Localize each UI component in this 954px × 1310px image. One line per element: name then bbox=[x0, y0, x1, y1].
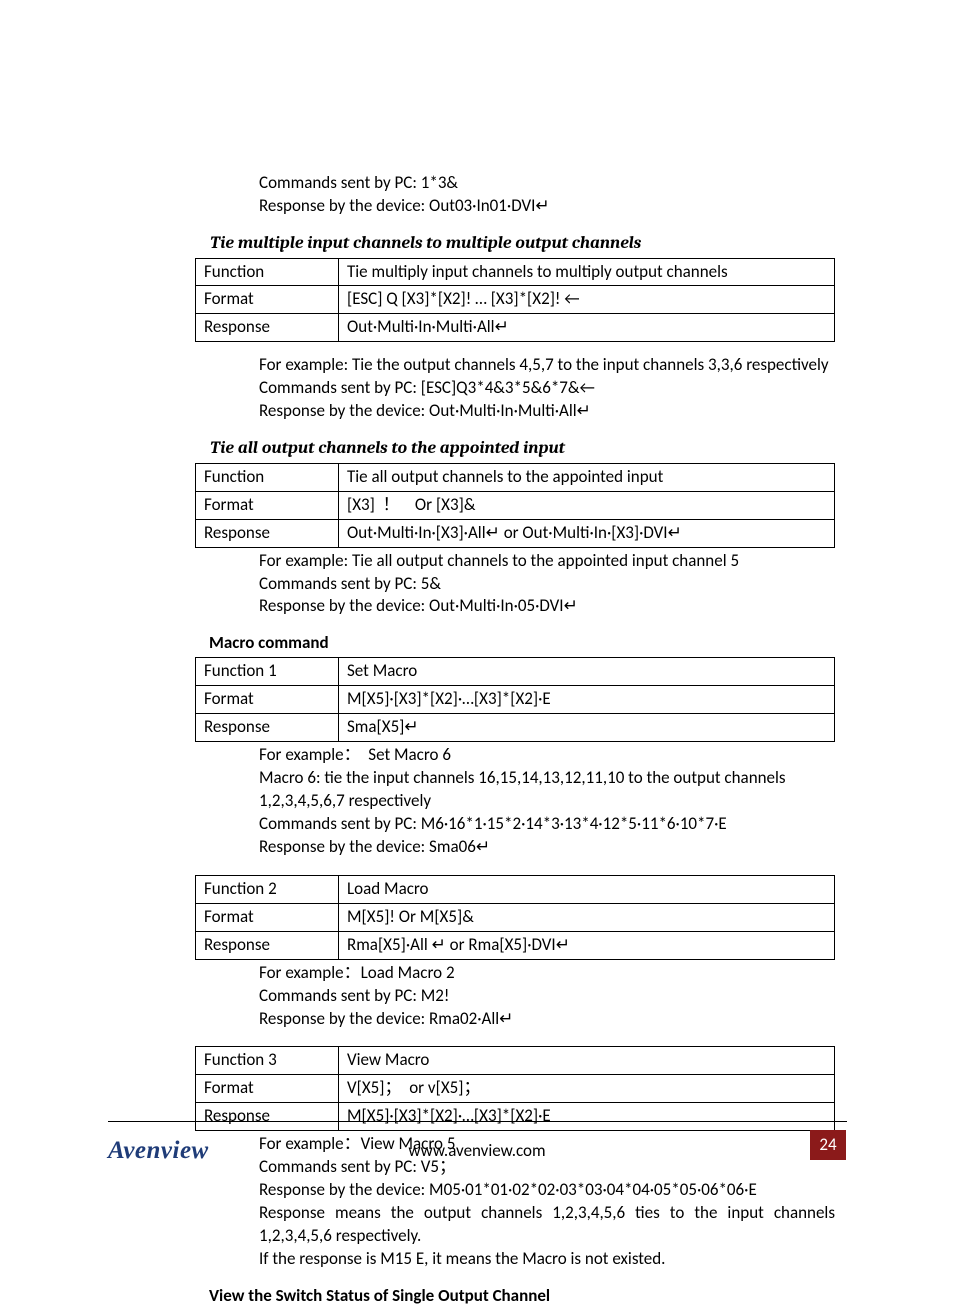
example-line: Response by the device: M05·01*01·02*02·… bbox=[259, 1179, 835, 1202]
table-row: FormatM[X5]! Or M[X5]& bbox=[196, 903, 835, 931]
intro-line-2: Response by the device: Out03·In01·DVI↵ bbox=[259, 195, 835, 218]
example-line: For example：Load Macro 2 bbox=[259, 962, 835, 985]
table-all-out: FunctionTie all output channels to the a… bbox=[195, 463, 835, 548]
cell-key: Format bbox=[196, 491, 339, 519]
example-block-s2: For example: Tie all output channels to … bbox=[259, 550, 835, 619]
example-line: For example: Tie all output channels to … bbox=[259, 550, 835, 573]
example-line: Commands sent by PC: M6·16*1·15*2·14*3·1… bbox=[259, 813, 835, 836]
table-row: ResponseOut·Multi·In·Multi·All↵ bbox=[196, 314, 835, 342]
table-row: ResponseM[X5]·[X3]*[X2]·…[X3]*[X2]·E bbox=[196, 1103, 835, 1131]
cell-val: Load Macro bbox=[339, 875, 835, 903]
cell-key: Function bbox=[196, 463, 339, 491]
table-row: ResponseSma[X5]↵ bbox=[196, 714, 835, 742]
example-line: Response by the device: Sma06↵ bbox=[259, 836, 835, 859]
cell-val: Sma[X5]↵ bbox=[339, 714, 835, 742]
table-row: FormatM[X5]·[X3]*[X2]·…[X3]*[X2]·E bbox=[196, 686, 835, 714]
cell-val: M[X5]! Or M[X5]& bbox=[339, 903, 835, 931]
example-block-m2: For example：Load Macro 2 Commands sent b… bbox=[259, 962, 835, 1031]
cell-val: [ESC] Q [X3]*[X2]! … [X3]*[X2]! ← bbox=[339, 286, 835, 314]
example-line: If the response is M15 E, it means the M… bbox=[259, 1248, 835, 1271]
cell-key: Function 1 bbox=[196, 658, 339, 686]
example-line: Response by the device: Out·Multi·In·05·… bbox=[259, 595, 835, 618]
cell-key: Response bbox=[196, 314, 339, 342]
example-line: Macro 6: tie the input channels 16,15,14… bbox=[259, 767, 835, 813]
example-line: Response by the device: Out·Multi·In·Mul… bbox=[259, 400, 835, 423]
switch-status-title: View the Switch Status of Single Output … bbox=[209, 1285, 835, 1308]
footer-rule bbox=[108, 1121, 847, 1122]
table-row: Function 2Load Macro bbox=[196, 875, 835, 903]
table-row: ResponseRma[X5]·All ↵ or Rma[X5]·DVI↵ bbox=[196, 931, 835, 959]
cell-val: Tie all output channels to the appointed… bbox=[339, 463, 835, 491]
cell-key: Function 3 bbox=[196, 1047, 339, 1075]
macro-command-title: Macro command bbox=[209, 632, 835, 655]
intro-block: Commands sent by PC: 1*3& Response by th… bbox=[259, 172, 835, 218]
section-title-multi-io: Tie multiple input channels to multiple … bbox=[210, 232, 835, 256]
table-row: Function 1Set Macro bbox=[196, 658, 835, 686]
table-row: FormatV[X5]； or v[X5]； bbox=[196, 1075, 835, 1103]
cell-key: Function bbox=[196, 258, 339, 286]
example-block-s1: For example: Tie the output channels 4,5… bbox=[259, 354, 835, 423]
example-line: Commands sent by PC: [ESC]Q3*4&3*5&6*7&← bbox=[259, 377, 835, 400]
example-block-m1: For example： Set Macro 6 Macro 6: tie th… bbox=[259, 744, 835, 859]
cell-val: View Macro bbox=[339, 1047, 835, 1075]
cell-key: Response bbox=[196, 931, 339, 959]
table-macro-load: Function 2Load Macro FormatM[X5]! Or M[X… bbox=[195, 875, 835, 960]
cell-val: Out·Multi·In·[X3]·All↵ or Out·Multi·In·[… bbox=[339, 519, 835, 547]
table-macro-set: Function 1Set Macro FormatM[X5]·[X3]*[X2… bbox=[195, 657, 835, 742]
table-row: FunctionTie multiply input channels to m… bbox=[196, 258, 835, 286]
cell-key: Response bbox=[196, 1103, 339, 1131]
table-row: Format[X3] ！ Or [X3]& bbox=[196, 491, 835, 519]
cell-key: Format bbox=[196, 686, 339, 714]
cell-val: Set Macro bbox=[339, 658, 835, 686]
table-row: ResponseOut·Multi·In·[X3]·All↵ or Out·Mu… bbox=[196, 519, 835, 547]
cell-val: [X3] ！ Or [X3]& bbox=[339, 491, 835, 519]
cell-key: Format bbox=[196, 903, 339, 931]
footer-page-number: 24 bbox=[810, 1130, 846, 1160]
cell-key: Format bbox=[196, 1075, 339, 1103]
example-line: Commands sent by PC: 5& bbox=[259, 573, 835, 596]
table-row: Format[ESC] Q [X3]*[X2]! … [X3]*[X2]! ← bbox=[196, 286, 835, 314]
cell-key: Function 2 bbox=[196, 875, 339, 903]
cell-val: M[X5]·[X3]*[X2]·…[X3]*[X2]·E bbox=[339, 686, 835, 714]
cell-val: Tie multiply input channels to multiply … bbox=[339, 258, 835, 286]
example-line: For example: Tie the output channels 4,5… bbox=[259, 354, 835, 377]
cell-key: Response bbox=[196, 519, 339, 547]
table-row: Function 3View Macro bbox=[196, 1047, 835, 1075]
table-multi-io: FunctionTie multiply input channels to m… bbox=[195, 258, 835, 343]
section-title-all-out: Tie all output channels to the appointed… bbox=[210, 437, 835, 461]
intro-line-1: Commands sent by PC: 1*3& bbox=[259, 172, 835, 195]
example-line: Response means the output channels 1,2,3… bbox=[259, 1202, 835, 1248]
example-line: For example： Set Macro 6 bbox=[259, 744, 835, 767]
table-macro-view: Function 3View Macro FormatV[X5]； or v[X… bbox=[195, 1046, 835, 1131]
cell-key: Format bbox=[196, 286, 339, 314]
cell-val: Out·Multi·In·Multi·All↵ bbox=[339, 314, 835, 342]
example-line: Response by the device: Rma02·All↵ bbox=[259, 1008, 835, 1031]
cell-key: Response bbox=[196, 714, 339, 742]
cell-val: Rma[X5]·All ↵ or Rma[X5]·DVI↵ bbox=[339, 931, 835, 959]
table-row: FunctionTie all output channels to the a… bbox=[196, 463, 835, 491]
cell-val: M[X5]·[X3]*[X2]·…[X3]*[X2]·E bbox=[339, 1103, 835, 1131]
cell-val: V[X5]； or v[X5]； bbox=[339, 1075, 835, 1103]
example-line: Commands sent by PC: M2! bbox=[259, 985, 835, 1008]
